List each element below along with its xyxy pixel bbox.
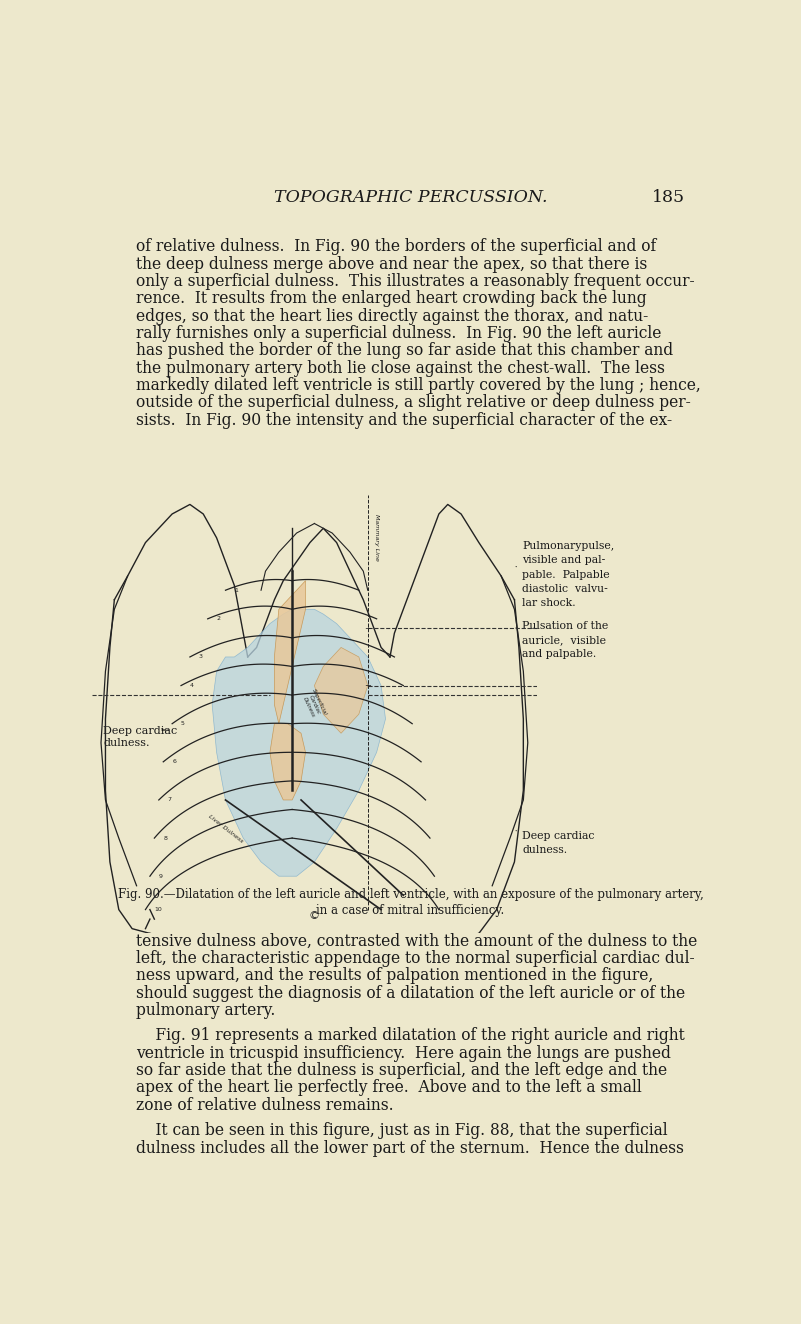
Polygon shape <box>275 581 305 724</box>
Polygon shape <box>315 647 368 733</box>
Text: of relative dulness.  In Fig. 90 the borders of the superficial and of: of relative dulness. In Fig. 90 the bord… <box>136 238 656 256</box>
Text: Deep cardiac: Deep cardiac <box>522 830 594 841</box>
Text: 3: 3 <box>199 654 203 659</box>
Text: It can be seen in this figure, just as in Fig. 88, that the superficial: It can be seen in this figure, just as i… <box>136 1123 668 1139</box>
Text: should suggest the diagnosis of a dilatation of the left auricle or of the: should suggest the diagnosis of a dilata… <box>136 985 685 1002</box>
Text: 10: 10 <box>155 907 162 912</box>
Text: TOPOGRAPHIC PERCUSSION.: TOPOGRAPHIC PERCUSSION. <box>274 189 547 207</box>
Text: sists.  In Fig. 90 the intensity and the superficial character of the ex-: sists. In Fig. 90 the intensity and the … <box>136 412 672 429</box>
Text: 8: 8 <box>163 835 167 841</box>
Text: rence.  It results from the enlarged heart crowding back the lung: rence. It results from the enlarged hear… <box>136 290 646 307</box>
Text: in a case of mitral insufficiency.: in a case of mitral insufficiency. <box>316 904 505 918</box>
Text: Mammary Line: Mammary Line <box>374 514 380 561</box>
Text: 1: 1 <box>235 588 238 593</box>
Text: visible and pal-: visible and pal- <box>522 556 606 565</box>
Text: markedly dilated left ventricle is still partly covered by the lung ; hence,: markedly dilated left ventricle is still… <box>136 377 701 395</box>
Text: pulmonary artery.: pulmonary artery. <box>136 1002 276 1019</box>
Text: diastolic  valvu-: diastolic valvu- <box>522 584 608 594</box>
Text: Deep cardiac: Deep cardiac <box>103 726 178 736</box>
Text: 4: 4 <box>190 683 194 688</box>
Text: rally furnishes only a superficial dulness.  In Fig. 90 the left auricle: rally furnishes only a superficial dulne… <box>136 326 662 342</box>
Text: left, the characteristic appendage to the normal superficial cardiac dul-: left, the characteristic appendage to th… <box>136 951 694 967</box>
Text: pable.  Palpable: pable. Palpable <box>522 569 610 580</box>
Text: +: + <box>364 624 371 633</box>
Text: Fig. 91 represents a marked dilatation of the right auricle and right: Fig. 91 represents a marked dilatation o… <box>136 1027 685 1045</box>
Text: 7: 7 <box>167 797 171 802</box>
Text: and palpable.: and palpable. <box>522 649 597 659</box>
Text: dulness.: dulness. <box>103 739 150 748</box>
Text: ventricle in tricuspid insufficiency.  Here again the lungs are pushed: ventricle in tricuspid insufficiency. He… <box>136 1045 671 1062</box>
Text: Superficial
Cardiac
Dulness: Superficial Cardiac Dulness <box>300 688 328 722</box>
Text: 185: 185 <box>652 189 685 207</box>
Text: +: + <box>364 681 371 690</box>
Text: outside of the superficial dulness, a slight relative or deep dulness per-: outside of the superficial dulness, a sl… <box>136 395 691 412</box>
Text: has pushed the border of the lung so far aside that this chamber and: has pushed the border of the lung so far… <box>136 343 674 359</box>
Text: the deep dulness merge above and near the apex, so that there is: the deep dulness merge above and near th… <box>136 256 647 273</box>
Text: edges, so that the heart lies directly against the thorax, and natu-: edges, so that the heart lies directly a… <box>136 307 648 324</box>
Text: auricle,  visible: auricle, visible <box>522 636 606 645</box>
Text: apex of the heart lie perfectly free.  Above and to the left a small: apex of the heart lie perfectly free. Ab… <box>136 1079 642 1096</box>
Text: 6: 6 <box>172 760 176 764</box>
Text: ©: © <box>309 911 320 922</box>
Text: dulness includes all the lower part of the sternum.  Hence the dulness: dulness includes all the lower part of t… <box>136 1140 684 1157</box>
Text: Pulmonarypulse,: Pulmonarypulse, <box>522 542 614 551</box>
Text: ness upward, and the results of palpation mentioned in the figure,: ness upward, and the results of palpatio… <box>136 968 654 984</box>
Polygon shape <box>212 609 385 876</box>
Text: Liver Dulness: Liver Dulness <box>207 813 244 843</box>
Text: zone of relative dulness remains.: zone of relative dulness remains. <box>136 1096 394 1113</box>
Text: 9: 9 <box>159 874 163 879</box>
Text: only a superficial dulness.  This illustrates a reasonably frequent occur-: only a superficial dulness. This illustr… <box>136 273 694 290</box>
Text: Pulsation of the: Pulsation of the <box>522 621 609 630</box>
Text: so far aside that the dulness is superficial, and the left edge and the: so far aside that the dulness is superfi… <box>136 1062 667 1079</box>
Text: lar shock.: lar shock. <box>522 598 576 608</box>
Polygon shape <box>270 724 305 800</box>
Text: dulness.: dulness. <box>522 845 567 855</box>
Text: tensive dulness above, contrasted with the amount of the dulness to the: tensive dulness above, contrasted with t… <box>136 932 698 949</box>
Text: Fig. 90.—Dilatation of the left auricle and left ventricle, with an exposure of : Fig. 90.—Dilatation of the left auricle … <box>118 888 703 900</box>
Text: 2: 2 <box>216 617 220 621</box>
Text: the pulmonary artery both lie close against the chest-wall.  The less: the pulmonary artery both lie close agai… <box>136 360 665 377</box>
Text: 5: 5 <box>181 722 185 726</box>
